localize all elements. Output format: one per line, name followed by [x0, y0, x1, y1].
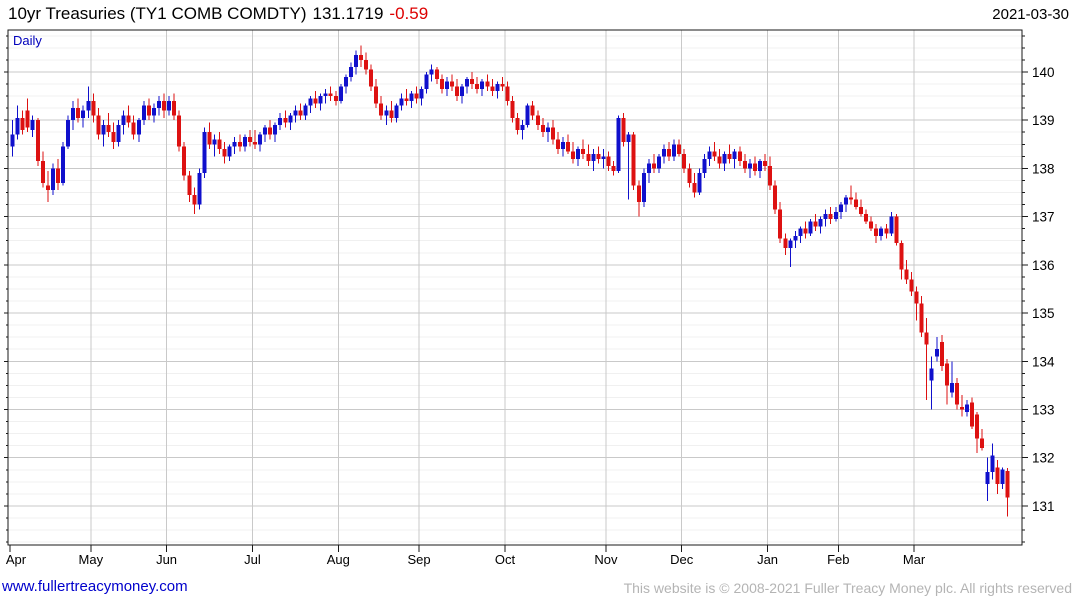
svg-text:135: 135 [1032, 306, 1055, 321]
svg-text:138: 138 [1032, 161, 1055, 176]
svg-text:Jun: Jun [156, 552, 177, 567]
copyright-text: This website is © 2008-2021 Fuller Treac… [623, 580, 1072, 596]
chart-title-row: 10yr Treasuries (TY1 COMB COMDTY) 131.171… [8, 4, 434, 24]
month-gridlines [90, 30, 915, 545]
svg-text:Dec: Dec [670, 552, 694, 567]
axes-group: Apr May Jun Jul Aug Sep Oct Nov Dec Jan Feb Mar 131 1… [4, 29, 1055, 567]
price-change: -0.59 [389, 4, 429, 23]
major-gridlines [8, 71, 1022, 507]
svg-text:131: 131 [1032, 499, 1055, 514]
svg-text:Feb: Feb [827, 552, 849, 567]
svg-text:140: 140 [1032, 65, 1055, 80]
svg-text:Sep: Sep [408, 552, 431, 567]
interval-label: Daily [13, 33, 42, 48]
chart-date: 2021-03-30 [992, 6, 1069, 23]
svg-text:134: 134 [1032, 354, 1055, 369]
svg-text:133: 133 [1032, 402, 1055, 417]
svg-text:Apr: Apr [6, 552, 27, 567]
svg-text:132: 132 [1032, 451, 1055, 466]
svg-text:136: 136 [1032, 258, 1055, 273]
svg-text:Nov: Nov [594, 552, 618, 567]
svg-text:Mar: Mar [903, 552, 926, 567]
last-price: 131.1719 [312, 4, 384, 23]
svg-text:Oct: Oct [495, 552, 516, 567]
site-link[interactable]: www.fullertreacymoney.com [2, 578, 188, 595]
svg-text:Jul: Jul [244, 552, 261, 567]
svg-text:Aug: Aug [327, 552, 350, 567]
instrument-title: 10yr Treasuries (TY1 COMB COMDTY) [8, 4, 307, 23]
svg-text:137: 137 [1032, 210, 1055, 225]
svg-text:Jan: Jan [757, 552, 778, 567]
svg-text:May: May [79, 552, 104, 567]
svg-text:139: 139 [1032, 113, 1055, 128]
candles-group [10, 45, 1010, 517]
minor-gridlines [8, 35, 1022, 543]
